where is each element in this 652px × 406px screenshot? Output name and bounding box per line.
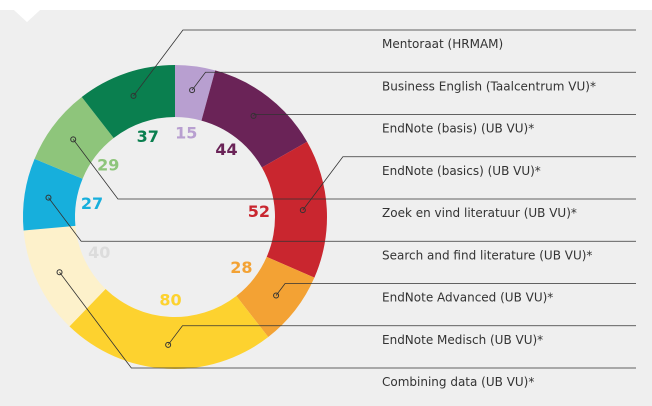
value-label: 80 — [159, 290, 181, 309]
legend-label: EndNote (basis) (UB VU)* — [382, 122, 534, 136]
donut-slice — [175, 65, 216, 121]
leader-dot — [130, 92, 137, 99]
leader-line — [191, 71, 636, 91]
legend-label: Combining data (UB VU)* — [382, 375, 534, 389]
leader-dot — [189, 87, 196, 94]
leader-dot — [273, 292, 280, 299]
leader-line — [133, 29, 636, 97]
value-label: 52 — [248, 202, 270, 221]
legend-label: Zoek en vind literatuur (UB VU)* — [382, 206, 577, 220]
donut-slice — [23, 158, 83, 231]
value-label: 29 — [97, 156, 119, 175]
leader-dot — [70, 136, 77, 143]
leader-line — [302, 156, 636, 211]
value-label: 37 — [137, 127, 159, 146]
donut-slice — [236, 256, 315, 338]
donut-slice — [201, 70, 308, 168]
leader-dot — [56, 269, 63, 276]
value-label: 40 — [88, 243, 110, 262]
leader-line — [253, 114, 636, 117]
legend-label: Search and find literature (UB VU)* — [382, 248, 592, 262]
leader-line — [48, 197, 636, 242]
leader-dot — [250, 112, 257, 119]
value-label: 28 — [230, 258, 252, 277]
leader-dot — [45, 194, 52, 201]
leader-dot — [165, 341, 172, 348]
leader-line — [59, 272, 636, 369]
leader-dot — [299, 207, 306, 214]
value-label: 15 — [175, 123, 197, 142]
legend-label: EndNote Advanced (UB VU)* — [382, 291, 553, 305]
value-label: 44 — [215, 140, 237, 159]
notch-tip — [14, 10, 40, 22]
legend-label: Mentoraat (HRMAM) — [382, 37, 503, 51]
leader-line — [167, 325, 636, 346]
leader-line — [275, 283, 636, 296]
donut-slice — [34, 96, 114, 179]
donut-slice — [81, 65, 175, 139]
legend-label: Business English (Taalcentrum VU)* — [382, 79, 596, 93]
legend-label: EndNote (basics) (UB VU)* — [382, 164, 541, 178]
notch — [0, 0, 652, 22]
legend-label: EndNote Medisch (UB VU)* — [382, 333, 543, 347]
donut-slice — [23, 225, 106, 327]
value-label: 27 — [81, 194, 103, 213]
leader-line — [72, 139, 636, 200]
donut-slice — [261, 141, 328, 278]
donut-slice — [69, 288, 269, 369]
